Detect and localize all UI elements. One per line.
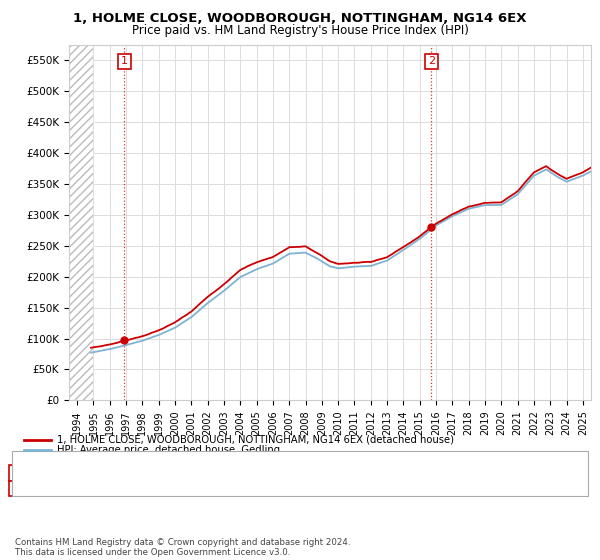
Text: Price paid vs. HM Land Registry's House Price Index (HPI): Price paid vs. HM Land Registry's House … (131, 24, 469, 36)
Text: 16-SEP-2015: 16-SEP-2015 (51, 483, 121, 493)
Text: 1, HOLME CLOSE, WOODBOROUGH, NOTTINGHAM, NG14 6EX: 1, HOLME CLOSE, WOODBOROUGH, NOTTINGHAM,… (73, 12, 527, 25)
Bar (69, 45, 94, 400)
Text: HPI: Average price, detached house, Gedling: HPI: Average price, detached house, Gedl… (57, 445, 280, 455)
Text: 27% ↑ HPI: 27% ↑ HPI (348, 483, 406, 493)
Text: £97,500: £97,500 (204, 468, 249, 478)
Text: 29% ↑ HPI: 29% ↑ HPI (348, 468, 406, 478)
Text: Contains HM Land Registry data © Crown copyright and database right 2024.
This d: Contains HM Land Registry data © Crown c… (15, 538, 350, 557)
Text: 1: 1 (121, 57, 128, 67)
Text: 2: 2 (428, 57, 435, 67)
Text: 22-NOV-1996: 22-NOV-1996 (51, 468, 124, 478)
Text: 1, HOLME CLOSE, WOODBOROUGH, NOTTINGHAM, NG14 6EX (detached house): 1, HOLME CLOSE, WOODBOROUGH, NOTTINGHAM,… (57, 435, 454, 445)
Text: 1: 1 (11, 468, 19, 478)
Text: 2: 2 (11, 483, 19, 493)
Text: £280,000: £280,000 (204, 483, 256, 493)
